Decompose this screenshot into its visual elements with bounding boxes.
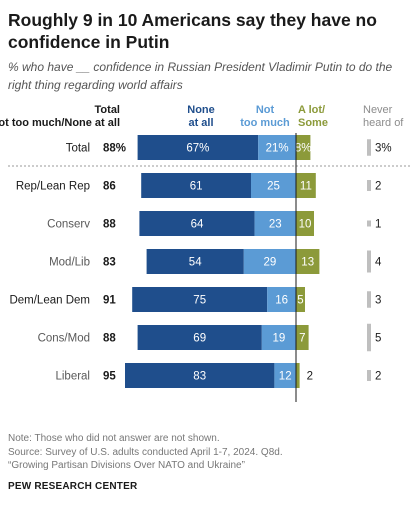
value-not-too-much-liberal: 12: [279, 371, 292, 383]
bar-never-heard-total: [367, 139, 371, 156]
stacked-bar-chart: Total Not too much/None at all None at a…: [0, 104, 412, 402]
value-not-too-much-mod-lib: 29: [264, 257, 277, 269]
header-total-line1: Total: [95, 104, 120, 116]
bar-none-at-all-dem-lean-dem: [132, 287, 268, 312]
value-never-heard-mod-lib: 4: [375, 257, 382, 269]
bar-never-heard-cons-mod: [367, 323, 371, 352]
value-never-heard-cons-mod: 5: [375, 333, 381, 345]
bar-not-too-much-conserv: [254, 211, 296, 236]
header-none-line1: None: [187, 104, 215, 116]
category-label-rep-lean-rep: Rep/Lean Rep: [16, 181, 90, 193]
value-never-heard-rep-lean-rep: 2: [375, 181, 381, 193]
value-a-lot-some-cons-mod: 7: [299, 333, 305, 345]
header-never-line1: Never: [363, 104, 393, 116]
value-none-at-all-dem-lean-dem: 75: [193, 295, 206, 307]
value-not-too-much-conserv: 23: [269, 219, 282, 231]
chart-subtitle: % who have __ confidence in Russian Pres…: [8, 60, 393, 92]
value-a-lot-some-mod-lib: 13: [301, 257, 314, 269]
net-label-conserv: 88: [103, 219, 116, 231]
report-title: “Growing Partisan Divisions Over NATO an…: [8, 460, 245, 471]
bar-none-at-all-cons-mod: [137, 325, 262, 350]
category-label-mod-lib: Mod/Lib: [49, 257, 90, 269]
value-not-too-much-dem-lean-dem: 16: [275, 295, 288, 307]
notes: Note: Those who did not answer are not s…: [8, 432, 413, 473]
category-label-dem-lean-dem: Dem/Lean Dem: [9, 295, 90, 307]
value-none-at-all-total: 67%: [186, 143, 209, 155]
value-none-at-all-rep-lean-rep: 61: [190, 181, 203, 193]
net-label-rep-lean-rep: 86: [103, 181, 116, 193]
net-label-liberal: 95: [103, 371, 116, 383]
bar-a-lot-some-conserv: [296, 211, 314, 236]
bar-never-heard-rep-lean-rep: [367, 180, 371, 191]
value-never-heard-total: 3%: [375, 143, 392, 155]
bar-not-too-much-mod-lib: [243, 249, 296, 274]
header-alot-line1: A lot/: [298, 104, 325, 116]
bar-none-at-all-total: [137, 135, 259, 160]
header-alot-line2: Some: [298, 117, 328, 129]
category-label-liberal: Liberal: [55, 371, 90, 383]
source-text: Source: Survey of U.S. adults conducted …: [8, 446, 283, 458]
bar-not-too-much-rep-lean-rep: [251, 173, 296, 198]
bar-a-lot-some-total: [296, 135, 311, 160]
value-none-at-all-cons-mod: 69: [193, 333, 206, 345]
header-none-line2: at all: [188, 117, 213, 129]
bar-not-too-much-total: [258, 135, 296, 160]
value-a-lot-some-total: 8%: [295, 143, 312, 155]
value-none-at-all-conserv: 64: [191, 219, 204, 231]
header-never-line2: heard of: [363, 117, 404, 129]
header-ntm-line2: too much: [240, 117, 290, 129]
category-label-cons-mod: Cons/Mod: [38, 333, 90, 345]
bar-never-heard-dem-lean-dem: [367, 291, 371, 308]
bar-not-too-much-cons-mod: [261, 325, 296, 350]
bar-a-lot-some-dem-lean-dem: [296, 287, 305, 312]
net-label-cons-mod: 88: [103, 333, 116, 345]
value-never-heard-liberal: 2: [375, 371, 381, 383]
category-label-total: Total: [66, 143, 90, 155]
chart-title: Roughly 9 in 10 Americans say they have …: [8, 10, 377, 52]
net-label-mod-lib: 83: [103, 257, 116, 269]
bar-a-lot-some-rep-lean-rep: [296, 173, 316, 198]
bar-none-at-all-mod-lib: [146, 249, 244, 274]
value-never-heard-conserv: 1: [375, 219, 381, 231]
value-a-lot-some-conserv: 10: [299, 219, 312, 231]
header-total-line2: Not too much/None at all: [0, 117, 120, 129]
value-a-lot-some-rep-lean-rep: 11: [300, 181, 312, 193]
value-not-too-much-cons-mod: 19: [273, 333, 286, 345]
value-a-lot-some-liberal: 2: [307, 371, 313, 383]
note-text: Note: Those who did not answer are not s…: [8, 433, 220, 444]
bar-none-at-all-rep-lean-rep: [141, 173, 251, 198]
bar-none-at-all-liberal: [125, 363, 275, 388]
bar-none-at-all-conserv: [139, 211, 255, 236]
bar-never-heard-mod-lib: [367, 250, 371, 273]
value-none-at-all-liberal: 83: [193, 371, 206, 383]
pew-footer-logo: PEW RESEARCH CENTER: [8, 481, 138, 492]
bar-a-lot-some-mod-lib: [296, 249, 320, 274]
value-a-lot-some-dem-lean-dem: 5: [297, 295, 303, 307]
value-none-at-all-mod-lib: 54: [189, 257, 202, 269]
bar-not-too-much-liberal: [274, 363, 296, 388]
category-label-conserv: Conserv: [47, 219, 90, 231]
bar-a-lot-some-liberal: [296, 363, 300, 388]
value-never-heard-dem-lean-dem: 3: [375, 295, 381, 307]
header-ntm-line1: Not: [256, 104, 275, 116]
net-label-total: 88%: [103, 143, 126, 155]
bar-a-lot-some-cons-mod: [296, 325, 309, 350]
bar-not-too-much-dem-lean-dem: [267, 287, 296, 312]
bar-never-heard-liberal: [367, 370, 371, 381]
value-not-too-much-rep-lean-rep: 25: [267, 181, 280, 193]
bar-never-heard-conserv: [367, 220, 371, 227]
net-label-dem-lean-dem: 91: [103, 295, 116, 307]
value-not-too-much-total: 21%: [266, 143, 289, 155]
